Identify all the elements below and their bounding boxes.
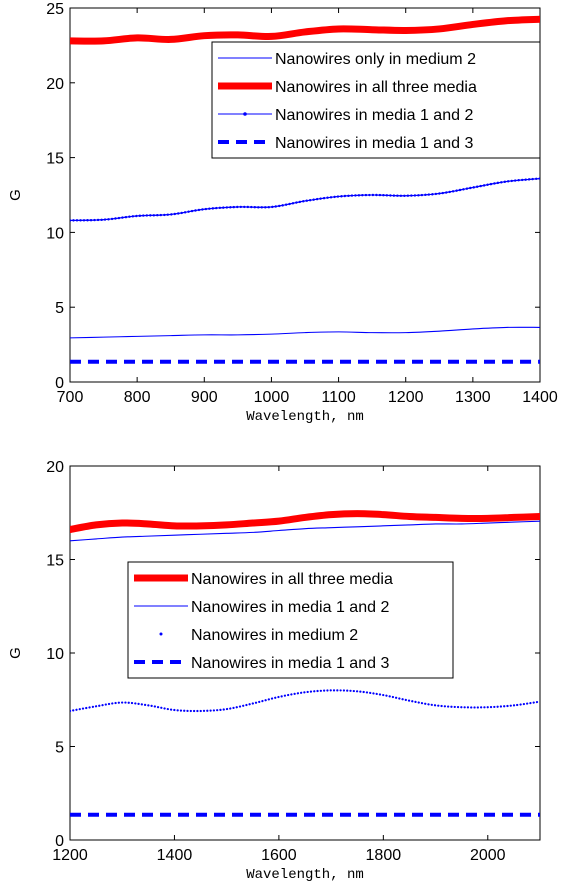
legend: Nanowires in all three media Nanowires in…: [127, 561, 454, 679]
y-tick-label: 25: [46, 1, 64, 18]
y-tick-label: 15: [46, 151, 64, 168]
y-tick-label: 20: [46, 459, 64, 476]
y-tick-label: 10: [46, 646, 64, 663]
y-tick-label: 0: [55, 375, 64, 392]
x-tick-label: 800: [124, 389, 151, 406]
legend-swatch-marker: [243, 112, 247, 116]
series-line-1: [70, 326, 540, 339]
legend-label: Nanowires in medium 2: [191, 627, 358, 644]
x-tick-label: 2000: [470, 847, 506, 864]
x-tick-label: 1400: [157, 847, 193, 864]
x-tick-label: 1800: [366, 847, 402, 864]
y-tick-label: 5: [55, 300, 64, 317]
legend-label: Nanowires only in medium 2: [275, 51, 476, 68]
x-axis-label: Wavelength, nm: [246, 409, 364, 425]
series-line-2: [70, 15, 540, 45]
x-axis-label: Wavelength, nm: [246, 867, 364, 883]
series-line-1: [70, 510, 540, 534]
y-tick-label: 0: [55, 833, 64, 850]
legend-box: [211, 41, 541, 159]
y-tick-label: 5: [55, 740, 64, 757]
chart-panel-1: 700 800 900 1000 1100 1200 1300 1400 0 5 10 15 20 25 W…: [7, 1, 558, 425]
legend-label: Nanowires in all three media: [191, 571, 393, 588]
y-tick-label: 10: [46, 225, 64, 242]
series-group: [70, 510, 540, 817]
x-tick-label: 1300: [455, 389, 491, 406]
x-tick-label: 700: [57, 389, 84, 406]
y-axis-label: G: [7, 189, 24, 201]
series-line-3-markers: [70, 177, 540, 222]
legend-label: Nanowires in all three media: [275, 79, 477, 96]
x-tick-label: 1200: [388, 389, 424, 406]
x-tick-label: 1400: [522, 389, 558, 406]
series-line-3: [70, 689, 540, 713]
legend-label: Nanowires in media 1 and 3: [191, 655, 389, 672]
legend-label: Nanowires in media 1 and 2: [275, 107, 473, 124]
x-tick-label: 900: [191, 389, 218, 406]
legend-label: Nanowires in media 1 and 2: [191, 599, 389, 616]
x-tick-label: 1200: [52, 847, 88, 864]
x-tick-label: 1100: [321, 389, 356, 406]
y-tick-label: 15: [46, 553, 64, 570]
y-axis-label: G: [7, 647, 24, 659]
x-tick-label: 1000: [254, 389, 290, 406]
y-tick-label: 20: [46, 76, 64, 93]
series-line-2: [70, 520, 540, 542]
series-group: [70, 15, 540, 364]
legend: Nanowires only in medium 2 Nanowires in a…: [211, 41, 541, 159]
x-tick-label: 1600: [261, 847, 297, 864]
legend-swatch: [159, 632, 163, 636]
legend-label: Nanowires in media 1 and 3: [275, 135, 473, 152]
chart-panel-2: 1200 1400 1600 1800 2000 0 5 10 15 20 Wavelength, …: [7, 459, 541, 883]
